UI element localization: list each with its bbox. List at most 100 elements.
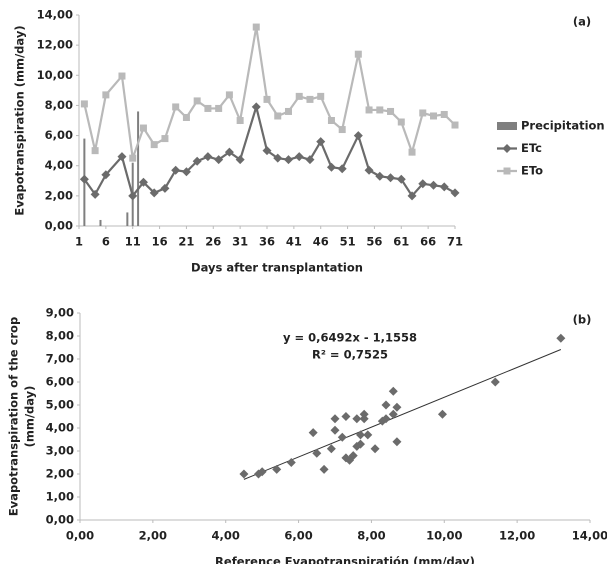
point: [317, 92, 325, 100]
point: [326, 162, 336, 172]
legend-symbol: [503, 167, 511, 175]
point: [139, 124, 147, 132]
y-tick-label: 9,00: [46, 306, 74, 320]
point: [437, 409, 447, 419]
point: [451, 121, 459, 129]
point: [239, 469, 249, 479]
point: [345, 455, 355, 465]
point: [294, 152, 304, 162]
point: [430, 112, 438, 120]
x-tick-label: 1: [75, 235, 83, 249]
point: [490, 377, 500, 387]
point: [283, 155, 293, 165]
point: [381, 414, 391, 424]
point: [215, 104, 223, 112]
y-tick-label: 0,00: [46, 513, 74, 527]
point: [150, 141, 158, 149]
y-tick-label: 10,00: [37, 68, 73, 82]
trendline: [243, 349, 562, 480]
legend-symbol: [497, 122, 517, 130]
point: [370, 444, 380, 454]
y-tick-label: 7,00: [46, 352, 74, 366]
point: [388, 386, 398, 396]
x-tick-label: 36: [259, 235, 275, 249]
point: [408, 148, 416, 156]
point: [235, 155, 245, 165]
y-axis-title: (mm/day): [23, 386, 37, 448]
precipitation-bar: [126, 212, 129, 226]
y-tick-label: 6,00: [46, 375, 74, 389]
legend-label: ETc: [521, 141, 542, 155]
point: [418, 179, 428, 189]
point: [273, 153, 283, 163]
point: [286, 458, 296, 467]
point: [381, 400, 391, 410]
y-tick-label: 8,00: [45, 98, 73, 112]
point: [316, 137, 326, 147]
point: [330, 414, 340, 424]
y-tick-label: 14,00: [37, 8, 73, 22]
point: [353, 131, 363, 141]
point: [254, 469, 263, 479]
point: [171, 165, 181, 175]
point: [352, 414, 362, 424]
point: [128, 191, 138, 201]
point: [204, 104, 212, 112]
point: [306, 95, 314, 103]
point: [439, 182, 449, 192]
x-axis-title: Days after transplantation: [191, 261, 363, 275]
point: [352, 441, 362, 451]
point: [284, 107, 292, 115]
point: [79, 174, 89, 184]
y-axis-title: Evapotranspiration of the crop: [7, 317, 21, 516]
y-tick-label: 3,00: [46, 444, 74, 458]
y-tick-label: 0,00: [45, 219, 73, 233]
x-tick-label: 4,00: [212, 529, 240, 543]
precipitation-bar: [137, 111, 140, 226]
x-tick-label: 8,00: [357, 529, 385, 543]
point: [376, 106, 384, 114]
point: [338, 126, 346, 134]
point: [91, 147, 99, 155]
point: [129, 154, 137, 162]
x-tick-label: 51: [340, 235, 356, 249]
point: [407, 191, 417, 201]
x-axis-title: Reference Evapotranspiratión (mm/day): [215, 555, 475, 564]
y-tick-label: 8,00: [46, 329, 74, 343]
point: [330, 425, 340, 435]
point: [138, 177, 148, 187]
point: [101, 170, 111, 180]
point: [341, 412, 351, 421]
y-tick-label: 4,00: [46, 421, 74, 435]
x-tick-label: 2,00: [139, 529, 167, 543]
point: [363, 430, 373, 440]
point: [326, 444, 336, 454]
legend-label: ETo: [521, 164, 543, 178]
point: [263, 95, 271, 103]
point: [396, 174, 406, 184]
x-tick-label: 6,00: [284, 529, 312, 543]
x-tick-label: 11: [125, 235, 141, 249]
point: [272, 464, 282, 474]
point: [387, 107, 395, 115]
y-tick-label: 5,00: [46, 398, 74, 412]
point: [440, 110, 448, 118]
point: [102, 91, 110, 99]
point: [192, 156, 202, 166]
point: [214, 155, 224, 165]
point: [375, 171, 385, 181]
point: [225, 91, 233, 99]
x-tick-label: 6: [102, 235, 110, 249]
series-line: [83, 26, 456, 159]
point: [172, 103, 180, 111]
point: [160, 183, 170, 193]
point: [295, 92, 303, 100]
point: [262, 146, 272, 156]
y-tick-label: 2,00: [46, 467, 74, 481]
panel-label: (a): [573, 15, 591, 29]
point: [224, 147, 234, 157]
x-tick-label: 26: [205, 235, 221, 249]
x-tick-label: 56: [366, 235, 382, 249]
point: [356, 430, 365, 440]
